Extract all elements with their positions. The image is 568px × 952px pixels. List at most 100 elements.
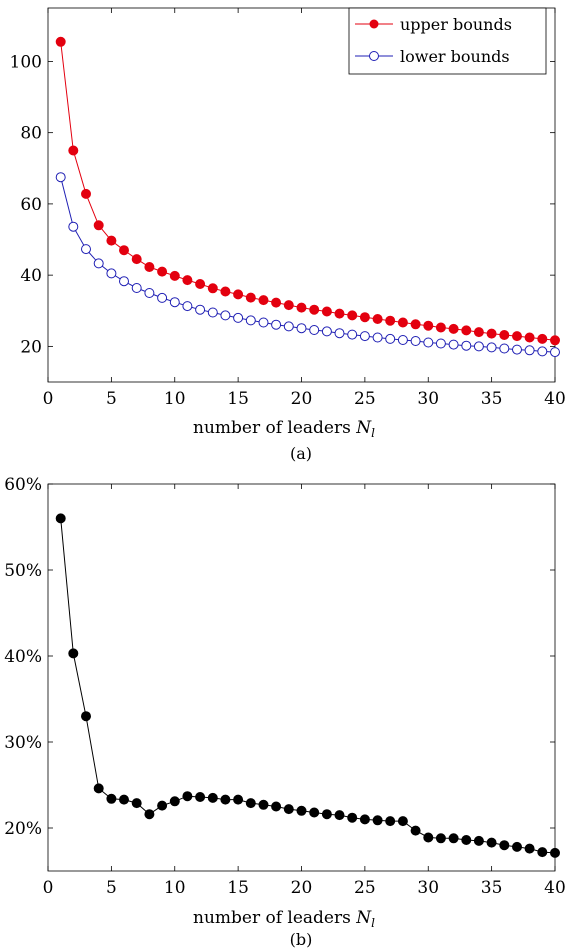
chart-a-series-0-point: [499, 330, 510, 340]
chart-a-series-1-point: [144, 288, 155, 298]
chart-b-xtick-label: 30: [417, 878, 439, 898]
chart-b-xlabel: number of leaders Nl: [193, 908, 375, 930]
chart-a-series-1-point: [195, 304, 206, 315]
chart-a-series-1-point: [397, 335, 408, 345]
chart-b-series-0-point: [119, 794, 129, 805]
chart-a-series-1-point: [131, 283, 142, 293]
chart-a-series-0-point: [334, 308, 345, 319]
chart-b-series-0-point: [550, 847, 560, 858]
chart-a-series-1-point: [512, 344, 522, 355]
chart-a-series-1-point: [372, 332, 383, 343]
chart-a-series-0-point: [220, 286, 231, 297]
chart-a-legend: upper bounds lower bounds: [348, 7, 547, 75]
chart-b-series-0-point: [334, 810, 345, 821]
chart-a-series-1-point: [207, 307, 218, 318]
chart-b-series-0-point: [258, 799, 269, 810]
chart-b-series-0-point: [372, 815, 383, 826]
chart-a-series-0-point: [537, 333, 548, 344]
chart-b-xtick-label: 10: [164, 878, 186, 898]
chart-a-series-0-point: [271, 297, 282, 308]
chart-a-series-0-point: [296, 302, 307, 313]
chart-a-series-0-point: [233, 289, 244, 300]
chart-b-xtick-label: 35: [481, 878, 503, 898]
chart-a-series-0-point: [207, 283, 218, 294]
chart-a-series-1-point: [499, 343, 510, 354]
chart-a-ytick-label: 60: [20, 195, 42, 215]
chart-b-series-0-point: [283, 804, 294, 815]
chart-b-series-0-line: [60, 518, 556, 854]
chart-b-ytick-label: 40%: [4, 647, 42, 667]
chart-a-series-0-point: [550, 335, 560, 346]
chart-b-xtick-label: 25: [354, 878, 376, 898]
chart-a-series-1-line: [60, 177, 556, 353]
chart-a: 0 5 10 15 20 25 30 35 40 20 40 60 80 100 number of le…: [10, 7, 566, 463]
chart-a-series-0-line: [60, 41, 556, 341]
chart-b-ytick-label: 20%: [4, 819, 42, 839]
chart-a-series-0-point: [372, 314, 383, 324]
chart-b-series-0-point: [233, 794, 244, 805]
chart-a-series-0-point: [486, 328, 497, 339]
chart-b-series-0-point: [81, 711, 91, 722]
chart-a-series-0-point: [397, 317, 408, 328]
chart-a-series-0-point: [68, 145, 79, 156]
chart-a-series-1-point: [524, 345, 535, 356]
chart-a-series-0-point: [106, 235, 117, 246]
chart-b-xtick-label: 15: [227, 878, 249, 898]
chart-a-series-0-point: [283, 300, 294, 311]
legend-lower-marker: [369, 51, 379, 61]
chart-a-series-1-point: [68, 221, 79, 232]
chart-a-series-0-point: [55, 36, 66, 47]
chart-a-series-1-point: [220, 310, 231, 321]
chart-a-xtick-label: 0: [43, 389, 54, 409]
chart-b: 0 5 10 15 20 25 30 35 40 20% 30% 40% 50% 60% number o…: [4, 475, 566, 949]
chart-a-xtick-label: 5: [106, 389, 117, 409]
chart-a-series-1-point: [550, 347, 560, 358]
chart-b-ytick-label: 30%: [4, 733, 42, 753]
chart-b-series-0-point: [169, 796, 180, 807]
chart-a-series-0-point: [524, 332, 535, 343]
chart-a-series-1-point: [296, 323, 307, 334]
chart-a-series-1-point: [309, 325, 320, 335]
chart-a-xtick-label: 30: [417, 389, 439, 409]
chart-a-series-0-point: [245, 292, 256, 303]
chart-b-series-0-point: [423, 832, 434, 843]
chart-b-xlabel-symbol: N: [355, 908, 372, 928]
chart-a-series-1-point: [258, 317, 269, 328]
chart-a-series-1-point: [347, 329, 358, 340]
chart-a-series-1-point: [169, 297, 180, 308]
chart-b-series-0-point: [512, 841, 522, 852]
chart-b-series-0-point: [93, 783, 104, 794]
chart-a-series-0-point: [169, 270, 180, 281]
chart-a-series-0-point: [359, 312, 370, 323]
chart-b-series-0-point: [347, 812, 358, 823]
chart-b-series-0-point: [271, 801, 282, 812]
chart-a-series-1-point: [448, 339, 459, 350]
chart-a-series-1-point: [93, 258, 104, 269]
chart-a-series-0-point: [131, 254, 142, 265]
chart-a-series-1-point: [359, 331, 370, 342]
chart-a-xlabel: number of leaders Nl: [193, 418, 375, 440]
chart-a-series-0-point: [81, 188, 91, 199]
chart-b-series-0-point: [524, 843, 535, 854]
chart-a-series-0-point: [347, 310, 358, 321]
chart-b-series-0-point: [106, 793, 117, 804]
chart-a-series-0-point: [119, 245, 129, 256]
legend-box: [348, 7, 547, 75]
chart-a-series-1-point: [55, 172, 66, 183]
chart-b-series-0-point: [359, 814, 370, 825]
chart-a-series-1-point: [271, 319, 282, 330]
chart-b-series-0-point: [410, 825, 421, 836]
chart-b-xlabel-text: number of leaders: [193, 908, 351, 928]
chart-a-series-1-point: [321, 326, 332, 337]
chart-a-series-0-point: [182, 275, 193, 286]
chart-a-xtick-label: 35: [481, 389, 503, 409]
chart-a-series-0-point: [435, 322, 446, 333]
chart-b-series-0-point: [245, 798, 256, 809]
chart-b-series-0-point: [448, 833, 459, 844]
chart-a-series-1-point: [486, 342, 497, 353]
chart-b-series-0-point: [461, 835, 472, 845]
chart-a-series-0-point: [448, 323, 459, 334]
chart-b-series-0-point: [157, 800, 168, 811]
chart-b-series: [55, 513, 560, 858]
